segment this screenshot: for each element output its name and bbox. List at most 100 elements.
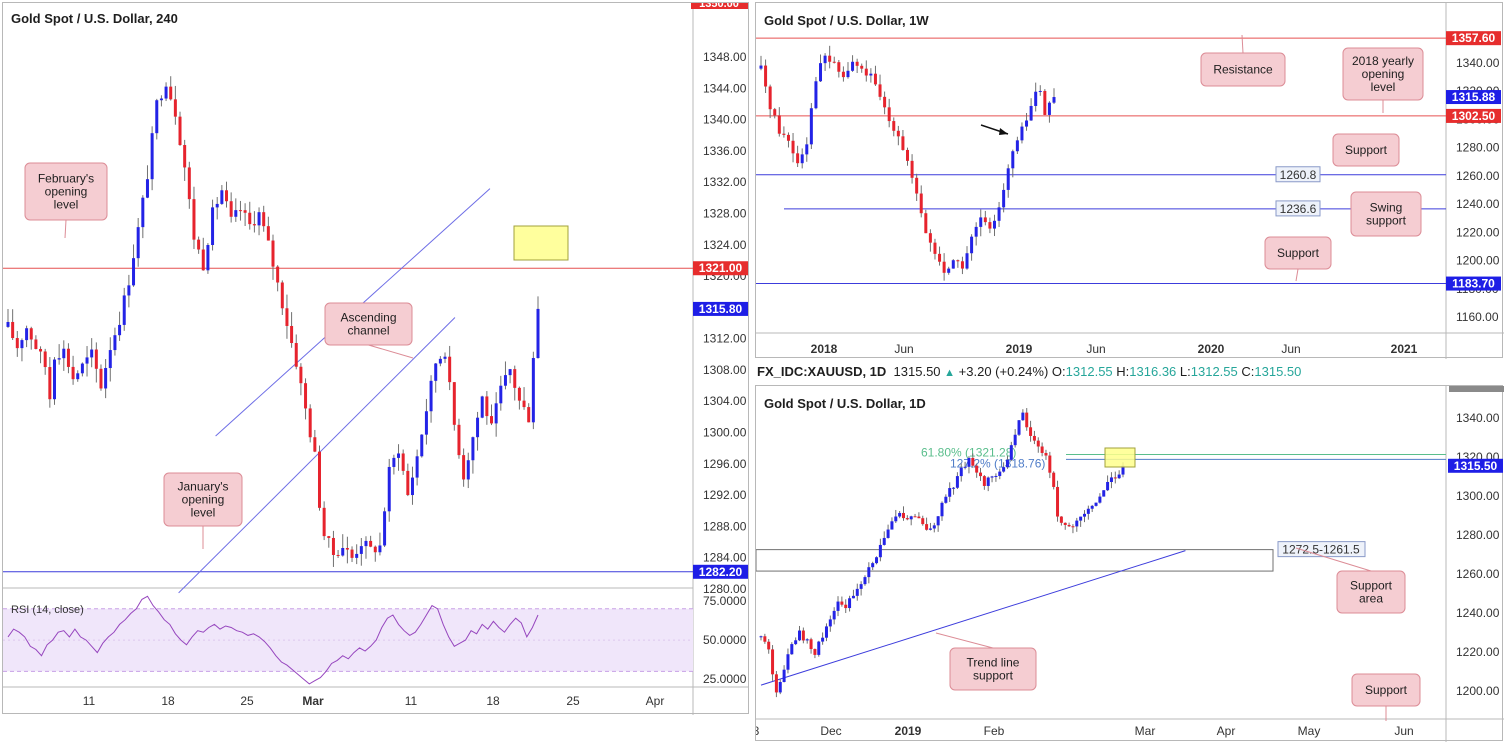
candle-body	[901, 136, 905, 150]
candle-body	[141, 197, 145, 228]
note-support-area-text: Support	[1350, 579, 1393, 593]
candle-body	[960, 261, 964, 269]
candle-body	[1117, 474, 1121, 479]
x-tick-label: Mar	[302, 694, 324, 708]
candle-body	[238, 210, 242, 212]
candle-body	[1102, 490, 1106, 497]
chart-panel-1d[interactable]: 1340.00 1320.00 1300.00 1280.00 1260.00 1240.…	[755, 385, 1504, 742]
candle-body	[947, 268, 951, 273]
note-support-1260-text: Support	[1345, 143, 1388, 157]
candle-body	[819, 63, 823, 82]
note-january-opening-text: level	[191, 506, 216, 520]
symbol-label: FX_IDC:XAUUSD, 1D	[757, 364, 887, 379]
note-swing-support-text: Swing	[1370, 201, 1403, 215]
candle-body	[211, 207, 215, 246]
candle-body	[317, 451, 321, 508]
candle-body	[43, 351, 47, 368]
candle-body	[913, 516, 917, 518]
chart-1w-canvas[interactable]: 1340.001320.001300.001280.001260.001240.…	[756, 3, 1504, 359]
candle-body	[164, 86, 168, 99]
candle-body	[1052, 97, 1056, 103]
candle-body	[66, 348, 70, 367]
y-tick-label: 1340.00	[703, 113, 747, 127]
y-tick-label: 1296.00	[703, 457, 747, 471]
candle-body	[336, 554, 340, 556]
candle-body	[859, 584, 863, 589]
price-tag-1282.20-bg	[693, 564, 748, 579]
candle-body	[132, 258, 136, 286]
candle-body	[6, 321, 10, 327]
candle-body	[294, 343, 298, 367]
candle-body	[998, 471, 1002, 476]
candle-body	[136, 227, 140, 259]
x-tick-label: May	[1298, 724, 1321, 738]
candle-body	[860, 65, 864, 69]
high-label: H:	[1116, 364, 1130, 379]
y-tick-label: 1240.00	[1456, 606, 1500, 620]
fib-level-label: 61.80% (1321.28)	[921, 446, 1016, 460]
candle-body	[948, 488, 952, 497]
candle-body	[800, 154, 804, 164]
candle-body	[527, 407, 531, 423]
candle-body	[932, 525, 936, 529]
note-january-opening-text: opening	[182, 493, 225, 507]
level-label: 1236.6	[1280, 202, 1317, 216]
x-tick-label: 11	[83, 694, 96, 708]
x-tick-label: Jun	[1086, 342, 1105, 356]
y-tick-label: 1348.00	[703, 50, 747, 64]
candle-body	[864, 68, 868, 76]
candle-body	[925, 524, 929, 530]
candle-body	[1017, 420, 1021, 435]
rsi-tick-label: 75.0000	[703, 594, 747, 608]
chart-240-canvas[interactable]: 1348.00 1344.00 1340.00 1336.00 1332.00 1328.…	[3, 3, 750, 715]
candle-body	[178, 116, 182, 146]
candle-body	[774, 674, 778, 693]
candle-body	[373, 546, 377, 553]
candle-body	[359, 546, 363, 554]
candle-body	[299, 366, 303, 384]
candle-body	[994, 475, 998, 477]
candle-body	[229, 201, 233, 217]
note-resistance-text: Resistance	[1213, 63, 1273, 77]
price-tag-1315.88-bg	[1446, 90, 1501, 105]
candle-body	[813, 649, 817, 655]
candle-body	[327, 536, 331, 538]
note-trendline-support-pointer	[935, 632, 994, 649]
y-tick-label: 1200.00	[1456, 254, 1500, 268]
note-resistance-pointer	[1241, 34, 1244, 54]
candle-body	[855, 588, 859, 596]
candle-body	[173, 99, 177, 117]
y-tick-label: 1292.00	[703, 488, 747, 502]
y-tick-label: 1200.00	[1456, 684, 1500, 698]
candle-body	[778, 681, 782, 693]
candle-body	[401, 453, 405, 471]
candle-body	[928, 528, 932, 530]
candle-body	[369, 540, 373, 547]
candle-body	[773, 109, 777, 116]
candle-body	[997, 207, 1001, 221]
price-tag-1282.20: 1282.20	[699, 565, 743, 579]
level-label-box	[1275, 200, 1321, 217]
candle-body	[1002, 467, 1006, 472]
candle-body	[1006, 168, 1010, 190]
candle-body	[915, 177, 919, 194]
candle-body	[901, 512, 905, 519]
chart-panel-240[interactable]: 1348.00 1344.00 1340.00 1336.00 1332.00 1328.…	[2, 2, 750, 715]
note-support-bottom-text: Support	[1365, 683, 1408, 697]
candle-body	[490, 416, 494, 424]
candle-body	[1015, 140, 1019, 152]
top-cut-tag-bg	[691, 3, 748, 9]
candle-body	[933, 242, 937, 254]
note-february-opening-text: February's	[38, 172, 94, 186]
candle-body	[782, 133, 786, 135]
candle-body	[1063, 522, 1067, 525]
price-tag-1315.50-bg	[1448, 458, 1503, 473]
x-tick-label: 11	[405, 694, 418, 708]
low-value: 1312.55	[1190, 364, 1238, 379]
candle-body	[443, 356, 447, 359]
candle-body	[34, 339, 38, 349]
candle-body	[990, 476, 994, 478]
chart-1d-canvas[interactable]: 1340.001320.001300.001280.001260.001240.…	[756, 386, 1504, 742]
chart-panel-1w[interactable]: 1340.001320.001300.001280.001260.001240.…	[755, 2, 1504, 359]
candle-body	[25, 328, 29, 341]
